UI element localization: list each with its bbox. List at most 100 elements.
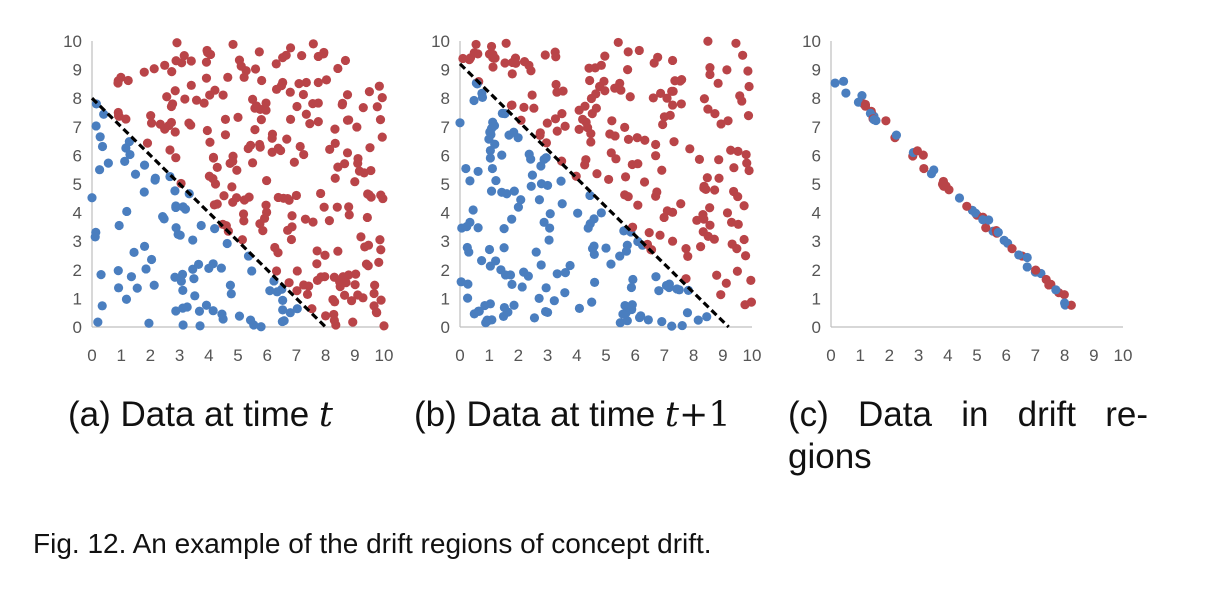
blue-data-point — [615, 251, 625, 261]
red-data-point — [262, 175, 272, 186]
blue-data-point — [536, 161, 546, 171]
red-data-point — [202, 45, 212, 56]
blue-data-point — [573, 208, 583, 218]
blue-data-point — [462, 242, 472, 253]
blue-data-point — [256, 322, 266, 332]
red-data-point — [284, 195, 294, 205]
red-data-point — [113, 76, 123, 86]
red-data-point — [552, 87, 562, 97]
blue-data-point — [171, 202, 181, 213]
blue-data-point — [130, 169, 141, 179]
figure-caption: Fig. 12. An example of the drift regions… — [33, 528, 712, 559]
blue-data-point — [544, 235, 554, 245]
red-data-point — [557, 109, 567, 119]
red-data-point — [191, 95, 202, 105]
red-data-point — [733, 146, 743, 156]
red-data-point — [285, 43, 296, 53]
red-data-point — [281, 50, 291, 60]
blue-data-point — [226, 289, 236, 299]
red-data-point — [1007, 244, 1017, 254]
red-data-point — [744, 165, 754, 176]
x-tick-label: 9 — [718, 346, 727, 365]
blue-data-point — [126, 272, 137, 282]
subcaption-b-suffix: +1 — [679, 395, 731, 435]
red-data-point — [716, 290, 726, 300]
red-data-point — [962, 201, 972, 211]
blue-data-point — [830, 78, 840, 88]
blue-data-point — [534, 293, 544, 303]
blue-data-point — [95, 132, 105, 142]
red-data-point — [944, 185, 954, 195]
y-tick-label: 8 — [441, 89, 450, 108]
red-data-point — [362, 212, 372, 223]
red-data-point — [681, 244, 691, 254]
red-data-point — [552, 126, 562, 136]
blue-data-point — [618, 309, 628, 319]
red-data-point — [295, 141, 305, 152]
red-data-point — [285, 114, 296, 124]
red-data-point — [319, 202, 329, 212]
y-tick-label: 6 — [73, 146, 82, 165]
red-data-point — [699, 94, 710, 104]
x-tick-label: 10 — [1114, 346, 1133, 365]
subcaption-a-var: t — [318, 395, 333, 435]
y-tick-label: 5 — [441, 175, 450, 194]
red-data-point — [228, 197, 238, 207]
red-data-point — [339, 290, 350, 300]
blue-data-point — [507, 279, 517, 289]
red-data-point — [620, 122, 630, 132]
red-data-point — [713, 78, 723, 88]
x-tick-label: 5 — [233, 346, 242, 365]
red-data-point — [219, 191, 229, 201]
red-data-point — [705, 220, 715, 230]
x-tick-label: 2 — [146, 346, 155, 365]
red-data-point — [560, 121, 570, 131]
x-tick-label: 9 — [350, 346, 359, 365]
blue-data-point — [633, 236, 643, 247]
red-data-point — [507, 69, 517, 79]
red-data-point — [220, 114, 231, 124]
red-data-point — [228, 39, 238, 50]
red-data-point — [330, 124, 340, 134]
red-data-point — [255, 142, 265, 152]
red-data-point — [692, 215, 702, 225]
red-data-point — [273, 143, 283, 153]
red-data-point — [299, 149, 309, 160]
red-data-point — [584, 63, 594, 73]
red-data-point — [658, 119, 668, 130]
blue-data-point — [171, 223, 181, 233]
blue-data-point — [490, 139, 500, 149]
y-tick-label: 7 — [441, 118, 450, 137]
blue-data-point — [170, 186, 180, 196]
red-data-point — [372, 102, 382, 112]
blue-data-point — [509, 300, 519, 310]
red-data-point — [146, 118, 157, 128]
red-data-point — [228, 151, 238, 161]
red-data-point — [665, 110, 675, 120]
red-data-point — [651, 151, 661, 161]
blue-data-point — [150, 173, 160, 183]
blue-data-point — [97, 141, 108, 152]
red-data-point — [501, 38, 511, 48]
blue-data-point — [499, 243, 509, 253]
red-data-point — [644, 228, 654, 238]
blue-data-point — [456, 277, 466, 287]
red-data-point — [300, 214, 311, 224]
blue-data-point — [99, 109, 109, 119]
blue-data-point — [139, 160, 150, 170]
red-data-point — [261, 98, 271, 108]
blue-data-point — [978, 215, 988, 225]
red-data-point — [527, 90, 537, 100]
x-tick-label: 0 — [826, 346, 835, 365]
blue-data-point — [125, 149, 135, 160]
red-data-point — [372, 308, 382, 318]
red-data-point — [604, 174, 614, 185]
blue-data-point — [536, 260, 546, 270]
red-data-point — [458, 53, 468, 64]
blue-data-point — [455, 118, 465, 128]
blue-data-point — [178, 202, 188, 212]
red-data-point — [616, 85, 626, 95]
y-tick-label: 2 — [812, 261, 821, 280]
blue-data-point — [541, 153, 551, 163]
red-data-point — [705, 62, 715, 73]
